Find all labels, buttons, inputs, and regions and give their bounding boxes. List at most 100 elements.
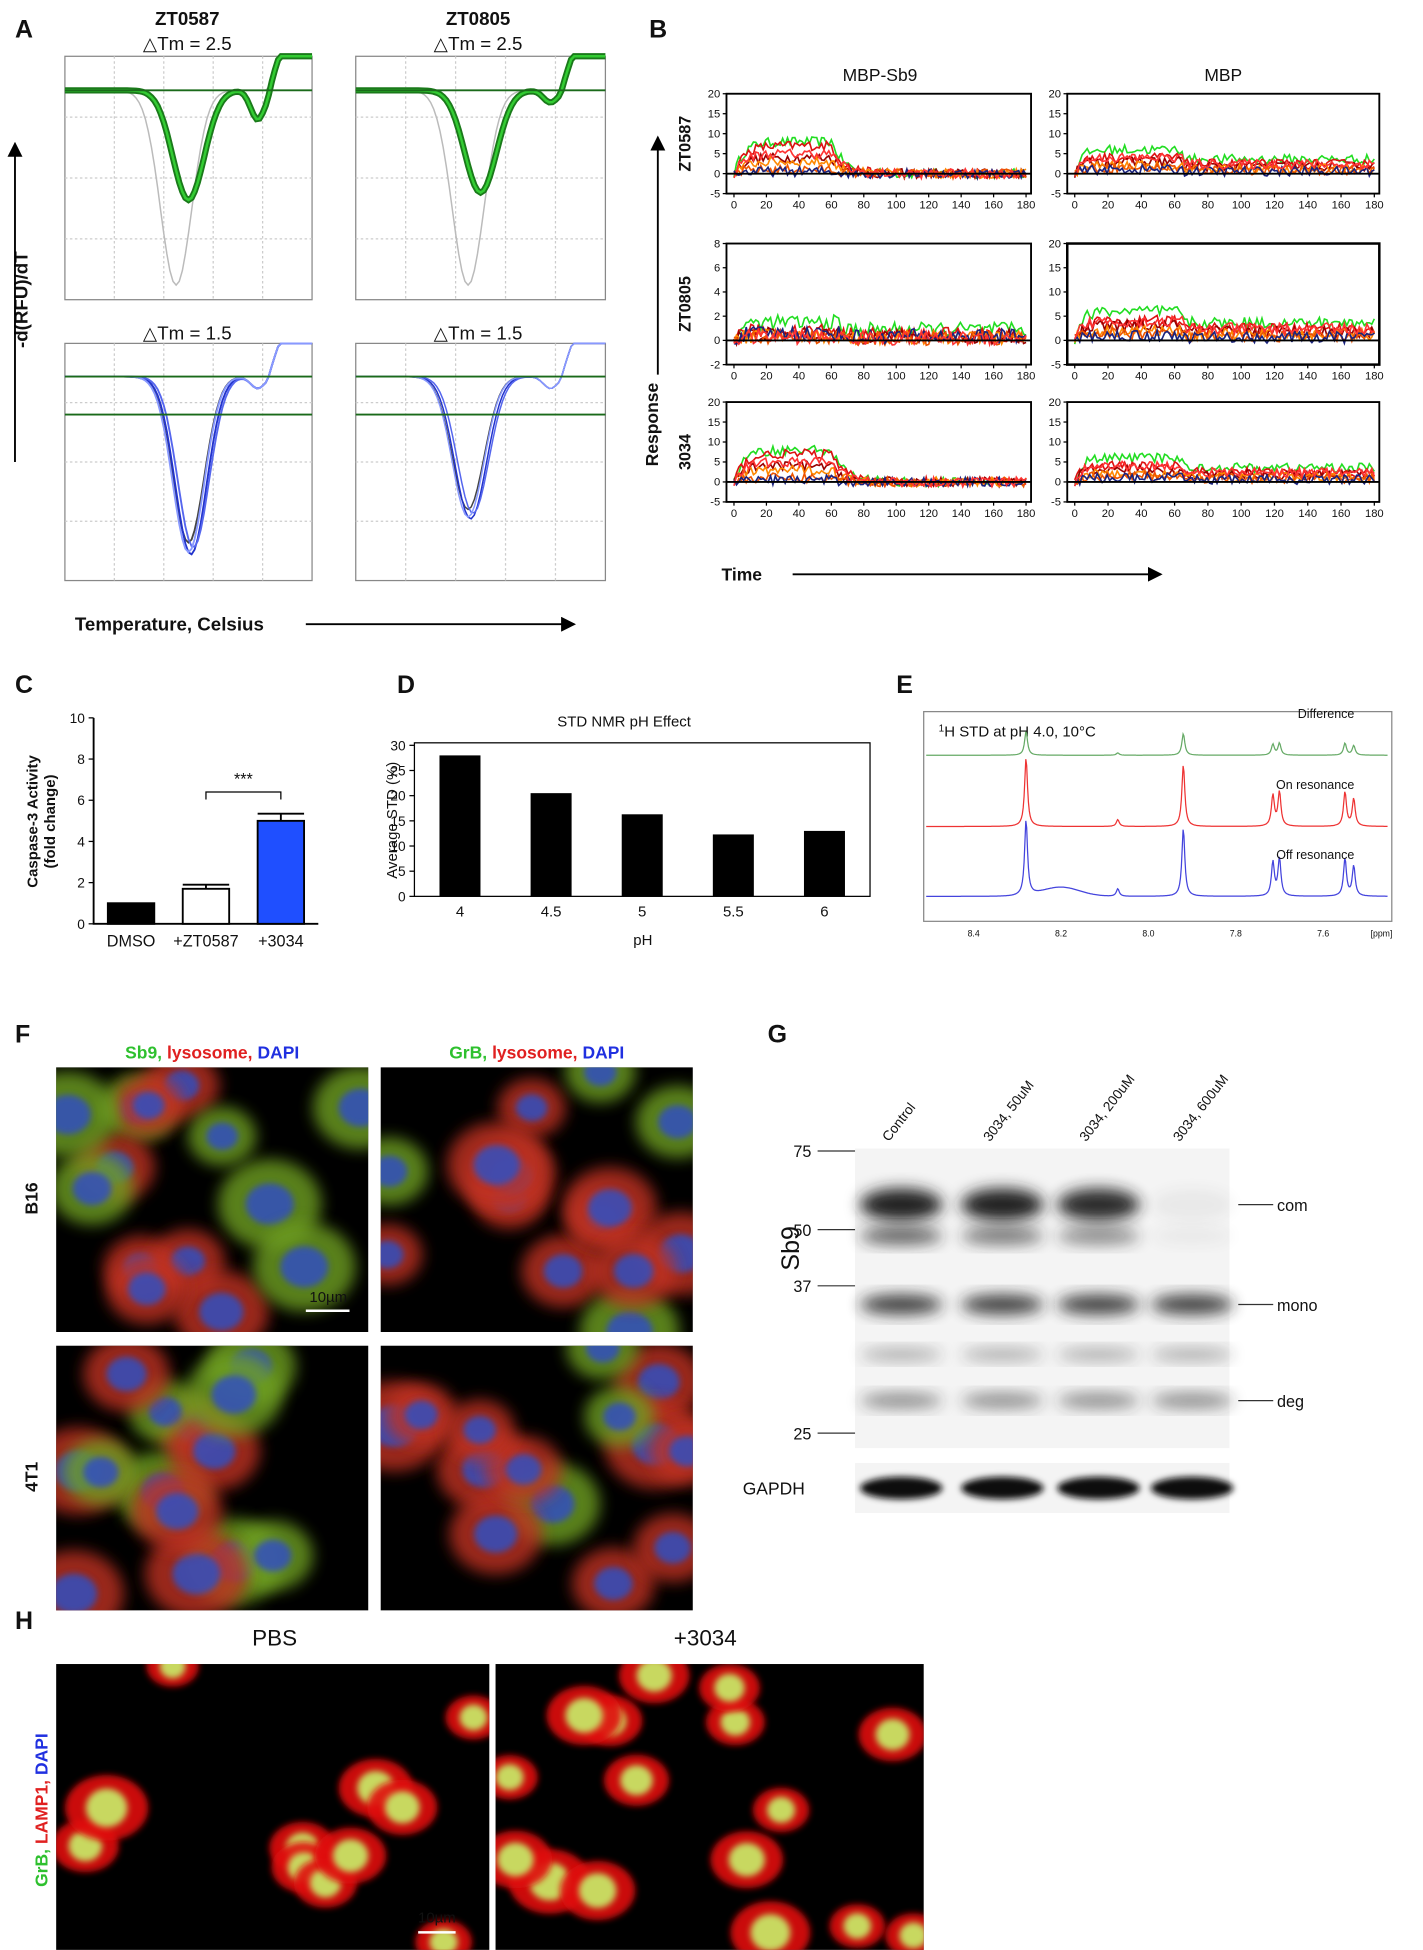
- stain: Sb9,: [125, 1043, 162, 1063]
- x-tick-label: 0: [731, 371, 737, 383]
- y-tick-label: 10: [1049, 128, 1061, 140]
- x-tick-label: 160: [984, 508, 1003, 520]
- band: [860, 1294, 943, 1315]
- nucleus: [404, 1400, 439, 1430]
- lane-label: 3034, 50uM: [980, 1078, 1036, 1144]
- axis-label: Time: [721, 565, 762, 585]
- x-tick-label: 140: [1298, 200, 1317, 212]
- y-tick-label: 0: [1055, 168, 1061, 180]
- band: [961, 1294, 1044, 1315]
- y-tick-label: 0: [1055, 335, 1061, 347]
- y-tick-label: 20: [708, 397, 720, 409]
- delta-tm: △Tm = 1.5: [143, 323, 232, 344]
- spectrum: [926, 759, 1388, 828]
- panel-letter: C: [15, 671, 33, 699]
- x-tick-label: 100: [887, 200, 906, 212]
- marker-label: 50: [793, 1222, 811, 1240]
- nucleus: [127, 1272, 166, 1306]
- bracket: [205, 791, 282, 800]
- x-tick-label: 120: [919, 371, 938, 383]
- compound: ZT0587: [155, 8, 220, 29]
- scale-label: 10µm: [309, 1289, 347, 1306]
- band: [860, 1476, 943, 1500]
- band: [1150, 1393, 1234, 1409]
- x-tick-label: 140: [1298, 371, 1317, 383]
- x-tick-label: 180: [1365, 371, 1384, 383]
- stain: lysosome,: [492, 1043, 577, 1063]
- sensorgram: [733, 456, 1027, 489]
- x-tick-label: +3034: [258, 932, 304, 950]
- cells: [380, 1345, 693, 1611]
- y-tick-label: -5: [710, 188, 720, 200]
- panel-letter: H: [15, 1607, 33, 1635]
- stain: lysosome,: [167, 1043, 252, 1063]
- bar: [530, 793, 572, 897]
- nucleus: [245, 1183, 294, 1225]
- compound: ZT0805: [446, 8, 511, 29]
- x-tick-label: 180: [1017, 508, 1036, 520]
- band: [1057, 1294, 1140, 1315]
- nucleus: [750, 1914, 791, 1950]
- nucleus: [578, 1873, 617, 1909]
- band: [1057, 1188, 1140, 1221]
- column-title: +3034: [674, 1625, 737, 1650]
- y-tick-label: -5: [1051, 359, 1061, 371]
- error-bar: [182, 883, 230, 889]
- x-tick-label: 40: [1135, 200, 1147, 212]
- panel-letter: D: [397, 671, 415, 699]
- nucleus: [899, 1922, 924, 1949]
- bar: [439, 755, 481, 897]
- x-tick-label: 8.2: [1055, 928, 1067, 938]
- band: [1057, 1348, 1140, 1361]
- x-tick-label: 0: [1072, 508, 1078, 520]
- x-tick-label: 140: [952, 508, 971, 520]
- y-tick-label: 4: [714, 287, 720, 299]
- x-tick-label: 180: [1365, 200, 1384, 212]
- nucleus: [459, 1704, 488, 1731]
- nucleus: [495, 1764, 524, 1791]
- band-label: com: [1277, 1197, 1308, 1215]
- x-tick-label: 20: [760, 371, 772, 383]
- nucleus: [505, 1453, 542, 1485]
- nucleus: [583, 1067, 617, 1087]
- column-title: PBS: [252, 1625, 297, 1650]
- annotation: ***: [234, 771, 254, 789]
- y-tick-label: 20: [1049, 238, 1061, 250]
- loading-label: GAPDH: [743, 1478, 805, 1498]
- nucleus: [56, 1094, 91, 1135]
- x-tick-label: 5.5: [723, 903, 744, 920]
- x-tick-label: 40: [793, 200, 805, 212]
- nucleus: [613, 1253, 654, 1288]
- sensorgram: [1074, 314, 1375, 340]
- x-tick-label: DMSO: [107, 932, 156, 950]
- column-title: MBP-Sb9: [843, 65, 918, 85]
- panel-letter: B: [649, 16, 667, 44]
- y-tick-label: 6: [714, 262, 720, 274]
- bar: [803, 830, 845, 897]
- cells: [380, 1067, 693, 1332]
- band: [961, 1476, 1044, 1500]
- stain: DAPI: [31, 1733, 51, 1775]
- nucleus: [429, 1928, 458, 1950]
- y-tick-label: 5: [714, 148, 720, 160]
- x-tick-label: 120: [919, 200, 938, 212]
- x-tick-label: 7.8: [1230, 928, 1242, 938]
- band: [1057, 1476, 1140, 1500]
- row-title: ZT0587: [676, 116, 694, 172]
- sensorgram: [733, 164, 1027, 181]
- lane-label: Control: [879, 1100, 918, 1144]
- band: [860, 1227, 943, 1245]
- delta-tm: △Tm = 1.5: [434, 323, 523, 344]
- axis-label: Temperature, Celsius: [75, 613, 264, 634]
- x-tick-label: 60: [825, 508, 837, 520]
- sensorgram: [1074, 159, 1376, 178]
- row-label: B16: [21, 1182, 41, 1214]
- y-tick-label: 20: [1049, 88, 1061, 100]
- x-tick-label: 0: [1072, 371, 1078, 383]
- y-tick-label: 25: [390, 763, 406, 778]
- y-tick-label: 2: [77, 876, 85, 891]
- y-tick-label: 8: [714, 238, 720, 250]
- y-tick-label: 8: [77, 752, 85, 767]
